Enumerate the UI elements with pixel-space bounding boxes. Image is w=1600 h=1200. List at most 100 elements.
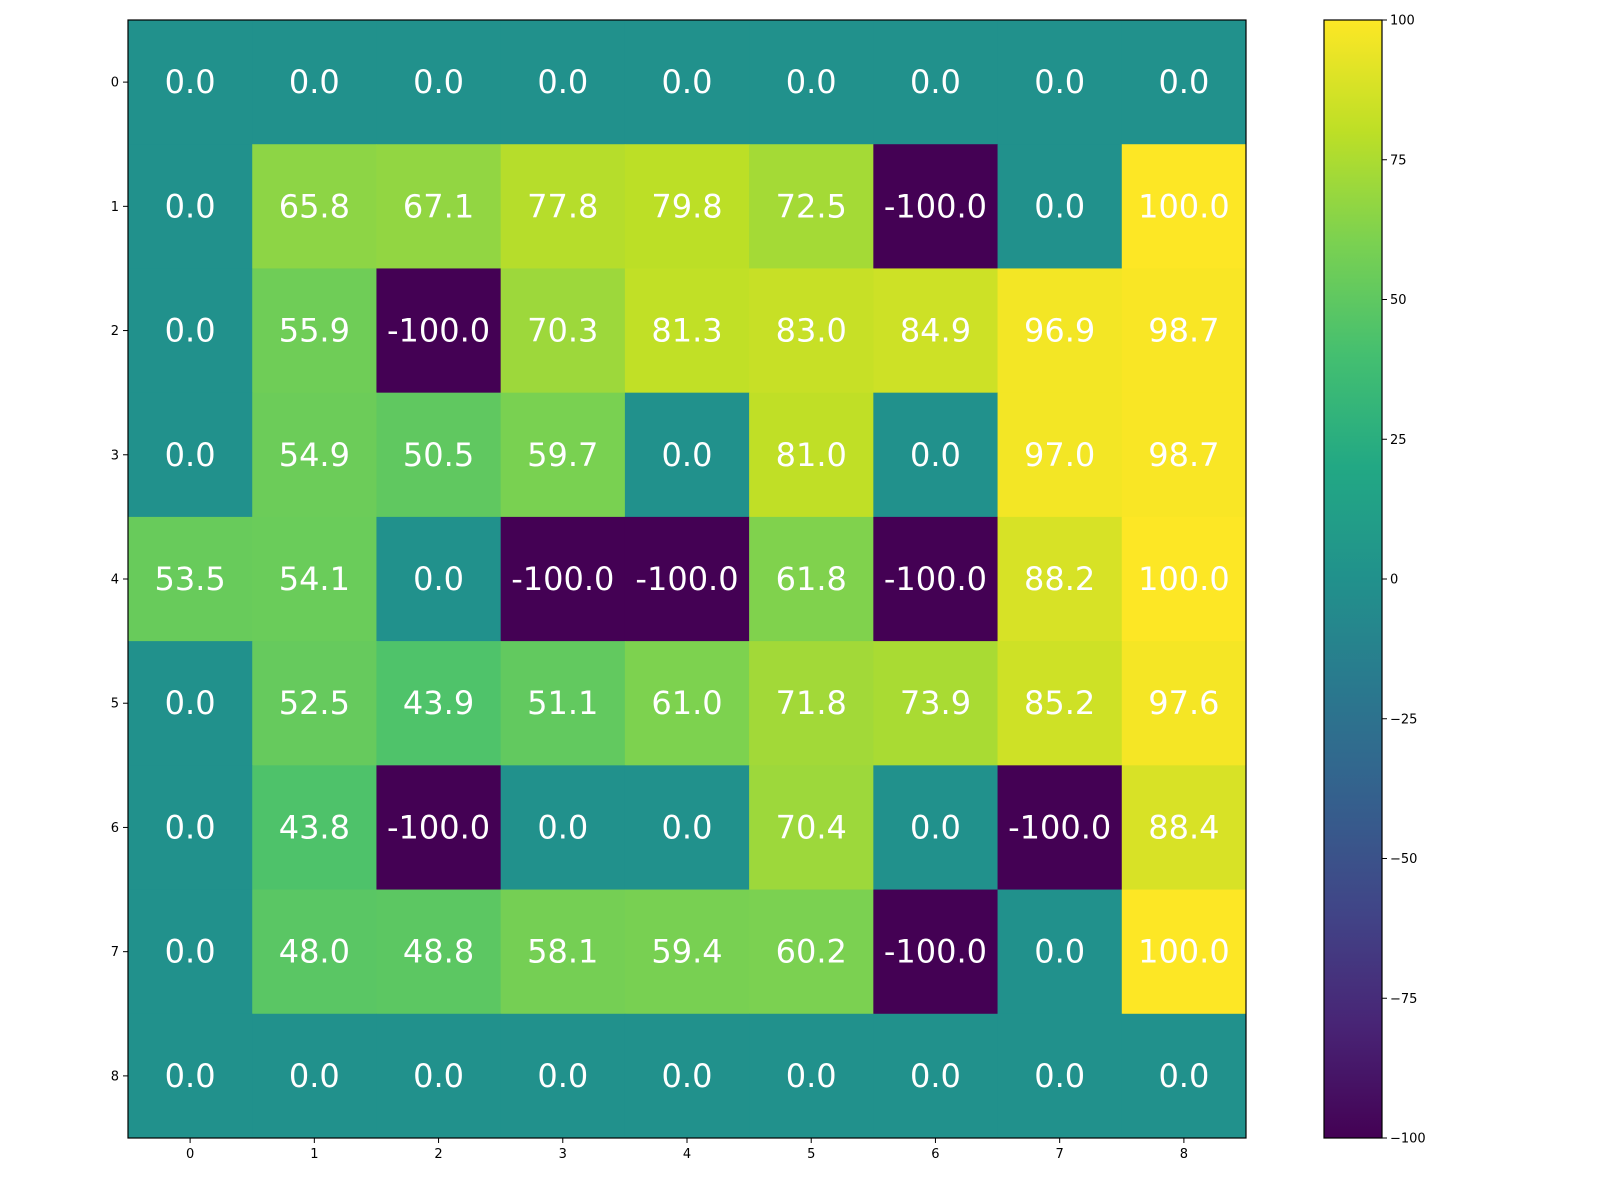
cell-value-label: 0.0 bbox=[1034, 63, 1085, 101]
heatmap-cell-r4-c1 bbox=[252, 516, 377, 642]
colorbar-tick-label: 50 bbox=[1390, 293, 1407, 308]
cell-value-label: 81.3 bbox=[651, 312, 722, 350]
y-tick-label: 7 bbox=[111, 945, 119, 960]
cell-value-label: 0.0 bbox=[537, 63, 588, 101]
heatmap-cell-r6-c6 bbox=[873, 765, 999, 891]
heatmap-cell-r7-c8 bbox=[1121, 889, 1247, 1015]
colorbar-tick-label: −75 bbox=[1390, 992, 1417, 1007]
cell-value-label: 96.9 bbox=[1024, 312, 1095, 350]
cell-value-label: 0.0 bbox=[165, 933, 216, 971]
heatmap-cell-r8-c7 bbox=[997, 1013, 1123, 1139]
cell-value-label: 65.8 bbox=[279, 187, 350, 225]
cell-value-label: 70.3 bbox=[527, 312, 598, 350]
heatmap-cell-r0-c4 bbox=[624, 20, 750, 145]
heatmap-cell-r0-c5 bbox=[749, 20, 874, 145]
heatmap-cell-r7-c5 bbox=[749, 889, 874, 1015]
heatmap-cell-r0-c1 bbox=[252, 20, 377, 145]
heatmap-cell-r2-c3 bbox=[500, 268, 626, 394]
cell-value-label: 0.0 bbox=[165, 312, 216, 350]
x-tick-label: 5 bbox=[807, 1147, 815, 1162]
cell-value-label: 100.0 bbox=[1138, 187, 1230, 225]
heatmap-cell-r5-c4 bbox=[624, 641, 750, 766]
colorbar-gradient bbox=[1324, 20, 1382, 1138]
heatmap-cell-r1-c5 bbox=[749, 144, 874, 269]
cell-value-label: 43.9 bbox=[403, 684, 474, 722]
heatmap-cell-r0-c6 bbox=[873, 20, 999, 145]
cell-value-label: 97.0 bbox=[1024, 436, 1095, 474]
heatmap-cell-r8-c5 bbox=[749, 1013, 874, 1139]
cell-value-label: 77.8 bbox=[527, 187, 598, 225]
heatmap-cell-r2-c0 bbox=[128, 268, 253, 394]
cell-value-label: -100.0 bbox=[884, 933, 987, 971]
cell-value-label: 58.1 bbox=[527, 933, 598, 971]
cell-value-label: 100.0 bbox=[1138, 933, 1230, 971]
cell-value-label: -100.0 bbox=[884, 560, 987, 598]
cell-value-label: 70.4 bbox=[776, 808, 847, 846]
cell-value-label: 88.4 bbox=[1148, 808, 1219, 846]
cell-value-label: 61.8 bbox=[776, 560, 847, 598]
colorbar-tick-label: 75 bbox=[1390, 153, 1407, 168]
cell-value-label: 59.4 bbox=[651, 933, 722, 971]
cell-value-label: 0.0 bbox=[165, 187, 216, 225]
cell-value-label: 51.1 bbox=[527, 684, 598, 722]
heatmap-cell-r5-c2 bbox=[376, 641, 502, 766]
cell-value-label: 0.0 bbox=[910, 436, 961, 474]
cell-value-label: 48.8 bbox=[403, 933, 474, 971]
y-tick-label: 1 bbox=[111, 200, 119, 215]
cell-value-label: 0.0 bbox=[910, 63, 961, 101]
colorbar-tick-label: −100 bbox=[1390, 1132, 1426, 1147]
cell-value-label: 0.0 bbox=[1034, 933, 1085, 971]
heatmap-cell-r1-c2 bbox=[376, 144, 502, 269]
heatmap-cell-r5-c5 bbox=[749, 641, 874, 766]
cell-value-label: 98.7 bbox=[1148, 436, 1219, 474]
heatmap-cell-r4-c2 bbox=[376, 516, 502, 642]
y-tick-label: 0 bbox=[111, 76, 119, 91]
cell-value-label: 0.0 bbox=[413, 560, 464, 598]
cell-value-label: 61.0 bbox=[651, 684, 722, 722]
heatmap-cell-r2-c5 bbox=[749, 268, 874, 394]
heatmap-cell-r3-c2 bbox=[376, 392, 502, 518]
heatmap-cell-r7-c0 bbox=[128, 889, 253, 1015]
heatmap-cell-r5-c1 bbox=[252, 641, 377, 766]
cell-value-label: 0.0 bbox=[165, 684, 216, 722]
cell-value-label: 0.0 bbox=[910, 808, 961, 846]
x-tick-label: 7 bbox=[1056, 1147, 1064, 1162]
x-tick-label: 2 bbox=[434, 1147, 442, 1162]
cell-value-label: 48.0 bbox=[279, 933, 350, 971]
heatmap-cell-r3-c3 bbox=[500, 392, 626, 518]
heatmap-cell-r7-c1 bbox=[252, 889, 377, 1015]
y-axis: 0 1 2 3 4 5 6 7 8 bbox=[111, 76, 128, 1084]
heatmap-cell-r4-c5 bbox=[749, 516, 874, 642]
cell-value-label: 83.0 bbox=[776, 312, 847, 350]
colorbar-tick-label: 100 bbox=[1390, 14, 1415, 29]
heatmap-cell-r1-c4 bbox=[624, 144, 750, 269]
heatmap-cell-r2-c8 bbox=[1121, 268, 1247, 394]
cell-value-label: 50.5 bbox=[403, 436, 474, 474]
heatmap-cell-r8-c8 bbox=[1121, 1013, 1247, 1139]
cell-value-label: 52.5 bbox=[279, 684, 350, 722]
cell-value-label: 54.1 bbox=[279, 560, 350, 598]
colorbar-tick-label: −25 bbox=[1390, 712, 1417, 727]
heatmap-cell-r8-c1 bbox=[252, 1013, 377, 1139]
heatmap-cell-r7-c2 bbox=[376, 889, 502, 1015]
heatmap-cell-r6-c5 bbox=[749, 765, 874, 891]
heatmap-cell-r6-c1 bbox=[252, 765, 377, 891]
y-tick-label: 2 bbox=[111, 324, 119, 339]
cell-value-label: 0.0 bbox=[786, 63, 837, 101]
heatmap-cell-r6-c3 bbox=[500, 765, 626, 891]
cell-value-label: 98.7 bbox=[1148, 312, 1219, 350]
heatmap-cell-r4-c4 bbox=[624, 516, 750, 642]
x-tick-label: 1 bbox=[310, 1147, 318, 1162]
heatmap-cell-r3-c7 bbox=[997, 392, 1123, 518]
heatmap-cell-r5-c6 bbox=[873, 641, 999, 766]
cell-value-label: 0.0 bbox=[662, 808, 713, 846]
heatmap-cell-r1-c3 bbox=[500, 144, 626, 269]
heatmap-cell-r4-c8 bbox=[1121, 516, 1247, 642]
y-tick-label: 6 bbox=[111, 821, 119, 836]
colorbar-tick-label: 25 bbox=[1390, 433, 1407, 448]
heatmap-cell-r4-c0 bbox=[128, 516, 253, 642]
heatmap-cell-r3-c8 bbox=[1121, 392, 1247, 518]
cell-value-label: 73.9 bbox=[900, 684, 971, 722]
cell-value-label: 72.5 bbox=[776, 187, 847, 225]
heatmap-cell-r8-c4 bbox=[624, 1013, 750, 1139]
